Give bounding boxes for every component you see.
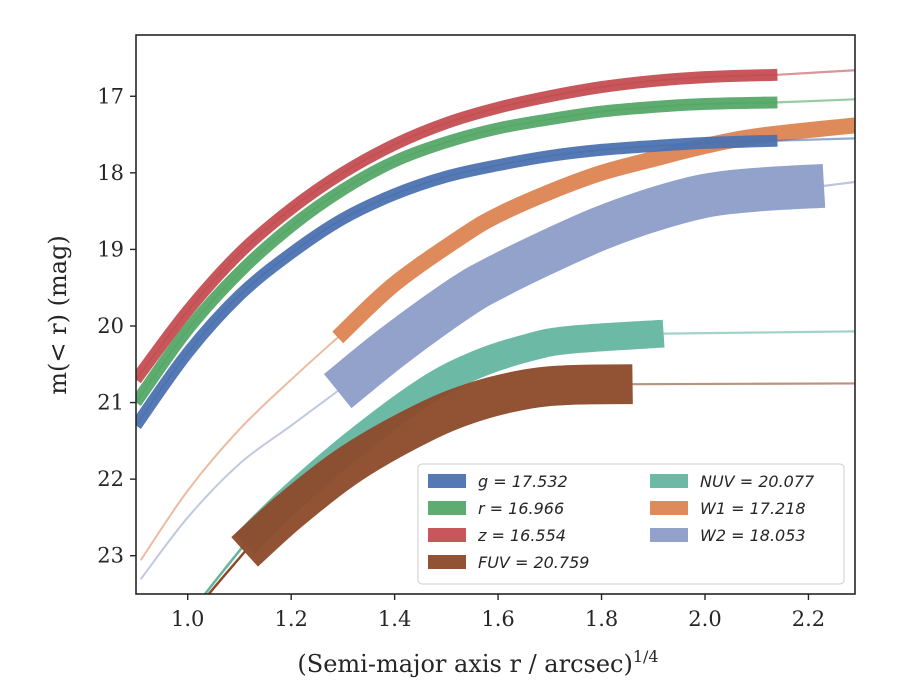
legend-swatch: [428, 501, 466, 515]
y-tick-label: 20: [97, 314, 124, 338]
series-line: [136, 101, 778, 404]
legend-swatch: [428, 555, 466, 569]
series-extrapolation: [777, 137, 855, 142]
legend-swatch: [428, 474, 466, 488]
series-line: [136, 74, 778, 381]
y-axis-label: m(< r) (mag): [44, 235, 72, 394]
x-axis-label: (Semi-major axis r / arcsec)1/4: [297, 647, 658, 678]
legend: g = 17.532 r = 16.966 z = 16.554 FUV = 20.7…: [417, 463, 845, 585]
series-pre-segment: [207, 550, 246, 594]
x-tick-label: 1.4: [378, 607, 411, 631]
y-tick-label: 23: [97, 544, 124, 568]
x-tick-label: 1.0: [171, 607, 204, 631]
y-tick-label: 18: [97, 161, 124, 185]
series-extrapolation: [777, 98, 855, 104]
legend-label: W1 = 17.218: [700, 499, 806, 518]
legend-label: g = 17.532: [478, 472, 568, 491]
legend-label: NUV = 20.077: [700, 472, 815, 491]
legend-swatch: [428, 528, 466, 542]
x-tick-label: 1.6: [481, 607, 514, 631]
legend-swatch: [650, 528, 688, 542]
x-tick-label: 2.2: [792, 607, 825, 631]
series-pre-segment: [203, 542, 246, 594]
legend-label: r = 16.966: [478, 499, 564, 518]
legend-label: z = 16.554: [477, 526, 566, 545]
axis-ticks: 1.0 1.2 1.4 1.6 1.8 2.0 2.2 17 18 19 20 21 22 23: [97, 84, 825, 631]
x-tick-label: 1.2: [274, 607, 307, 631]
x-axis-label-text: (Semi-major axis r / arcsec): [297, 650, 632, 678]
y-tick-label: 22: [97, 467, 124, 491]
series-extrapolation: [632, 382, 855, 386]
series-band: [323, 163, 826, 409]
series-band: [231, 364, 633, 567]
legend-label: FUV = 20.759: [478, 553, 589, 572]
series-extrapolation: [663, 330, 855, 335]
legend-swatch: [650, 501, 688, 515]
x-tick-label: 2.0: [688, 607, 721, 631]
series-extrapolation: [777, 69, 855, 76]
series-pre-segment: [140, 390, 339, 580]
series-extrapolation: [823, 180, 855, 187]
series-pre-segment: [140, 336, 339, 561]
series-line: [136, 139, 778, 426]
y-tick-label: 19: [97, 237, 124, 261]
plot-area: [136, 68, 855, 594]
x-axis-label-exponent: 1/4: [633, 647, 659, 666]
y-tick-label: 17: [97, 84, 124, 108]
y-tick-label: 21: [97, 391, 124, 415]
legend-label: W2 = 18.053: [700, 526, 806, 545]
plot-frame: [135, 34, 856, 595]
legend-frame: [417, 463, 845, 585]
legend-swatch: [650, 474, 688, 488]
x-tick-label: 1.8: [585, 607, 618, 631]
